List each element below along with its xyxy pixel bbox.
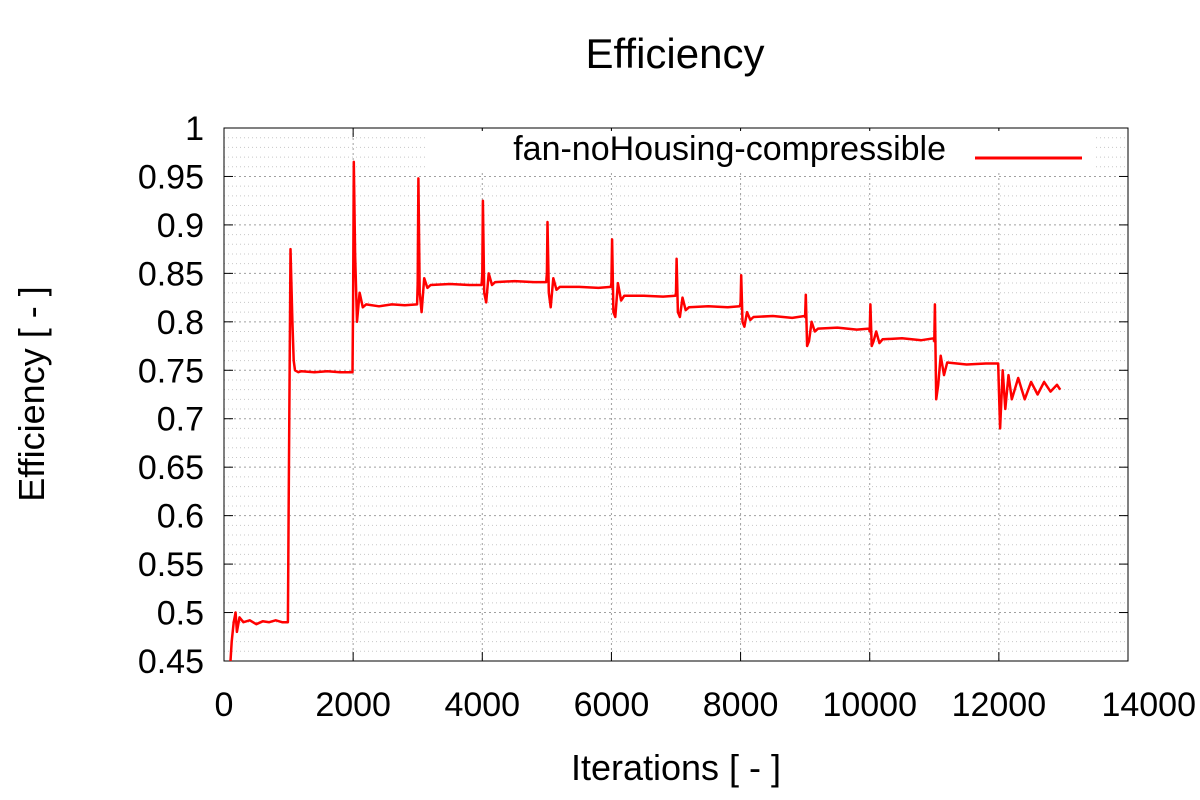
- y-tick-label: 0.7: [157, 401, 204, 439]
- y-tick-label: 1: [185, 110, 204, 148]
- x-tick-label: 2000: [315, 686, 391, 724]
- legend: fan-noHousing-compressible: [425, 130, 1095, 171]
- y-tick-label: 0.65: [138, 449, 204, 487]
- grid-lines: [224, 128, 1128, 661]
- x-tick-label: 0: [215, 686, 234, 724]
- x-axis-label: Iterations [ - ]: [571, 747, 781, 788]
- legend-label: fan-noHousing-compressible: [513, 130, 946, 168]
- axis-ticks: 0.45 0.5 0.55 0.6 0.65 0.7 0.75 0.8 0.85 0.9 0.95 1…: [138, 110, 1196, 724]
- y-tick-label: 0.55: [138, 546, 204, 584]
- y-tick-label: 0.85: [138, 255, 204, 293]
- x-tick-label: 8000: [703, 686, 779, 724]
- y-tick-label: 0.75: [138, 352, 204, 390]
- y-tick-label: 0.45: [138, 643, 204, 681]
- y-axis-label: Efficiency [ - ]: [11, 286, 52, 501]
- chart-title: Efficiency: [586, 30, 765, 77]
- x-tick-label: 6000: [574, 686, 650, 724]
- series-layer: [229, 160, 1062, 662]
- x-tick-label: 12000: [952, 686, 1047, 724]
- legend-background: [425, 131, 1095, 171]
- y-tick-label: 0.8: [157, 304, 204, 342]
- plot-frame: [223, 127, 1129, 662]
- y-tick-label: 0.5: [157, 595, 204, 633]
- x-tick-label: 14000: [1101, 686, 1196, 724]
- y-tick-label: 0.95: [138, 158, 204, 196]
- series-line-0: [229, 160, 1062, 662]
- y-tick-label: 0.6: [157, 498, 204, 536]
- x-tick-label: 4000: [444, 686, 520, 724]
- y-tick-label: 0.9: [157, 207, 204, 245]
- x-tick-label: 10000: [822, 686, 917, 724]
